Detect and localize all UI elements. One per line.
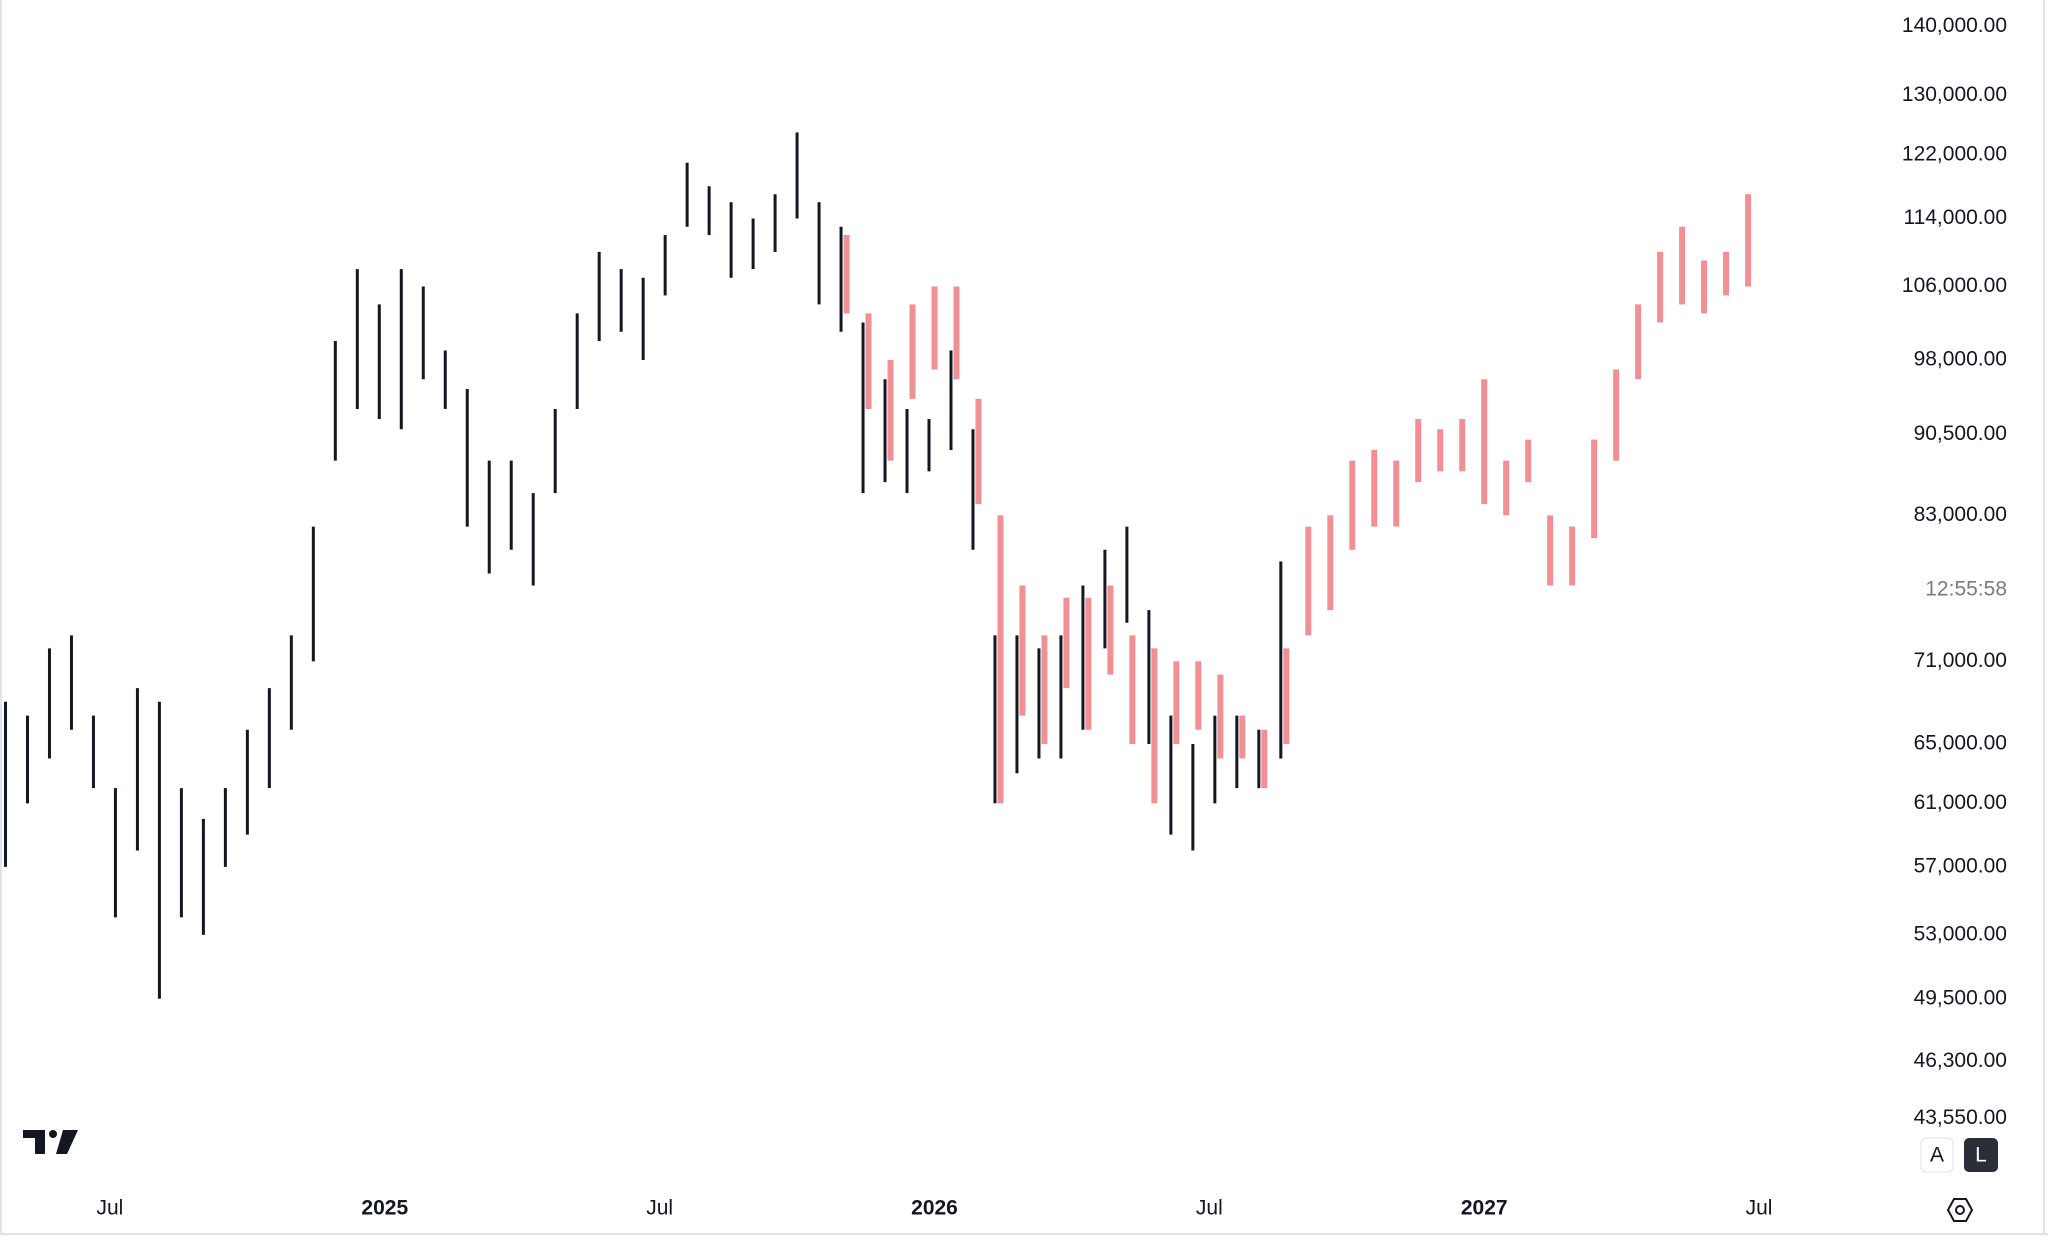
y-tick-label: 122,000.00 <box>1902 143 2007 166</box>
y-tick-label: 65,000.00 <box>1914 732 2007 755</box>
y-tick-label: 140,000.00 <box>1902 14 2007 37</box>
x-tick-label: 2025 <box>361 1197 408 1220</box>
x-tick-label: Jul <box>1196 1197 1223 1220</box>
y-tick-label: 49,500.00 <box>1914 986 2007 1009</box>
y-tick-label: 98,000.00 <box>1914 348 2007 371</box>
y-tick-label: 106,000.00 <box>1902 274 2007 297</box>
tradingview-logo <box>23 1130 78 1154</box>
y-tick-label: 57,000.00 <box>1914 854 2007 877</box>
log-scale-label[interactable]: L <box>1975 1144 1987 1167</box>
y-tick-label: 83,000.00 <box>1914 503 2007 526</box>
y-tick-label: 71,000.00 <box>1914 649 2007 672</box>
x-tick-label: Jul <box>646 1197 673 1220</box>
auto-scale-label[interactable]: A <box>1930 1144 1944 1167</box>
y-tick-label: 130,000.00 <box>1902 83 2007 106</box>
x-tick-label: 2027 <box>1461 1197 1508 1220</box>
x-tick-label: Jul <box>1746 1197 1773 1220</box>
y-tick-label: 53,000.00 <box>1914 922 2007 945</box>
auto-scale-button[interactable] <box>1920 1137 1954 1173</box>
log-scale-button[interactable] <box>1964 1138 1998 1172</box>
countdown-label: 12:55:58 <box>1925 578 2007 601</box>
x-tick-label: Jul <box>97 1197 124 1220</box>
settings-button[interactable] <box>1946 1198 1974 1222</box>
y-tick-label: 43,550.00 <box>1914 1106 2007 1129</box>
y-tick-label: 114,000.00 <box>1903 206 2007 229</box>
y-tick-label: 61,000.00 <box>1914 791 2007 814</box>
x-tick-label: 2026 <box>911 1197 958 1220</box>
y-tick-label: 90,500.00 <box>1914 422 2007 445</box>
y-tick-label: 46,300.00 <box>1914 1049 2007 1072</box>
